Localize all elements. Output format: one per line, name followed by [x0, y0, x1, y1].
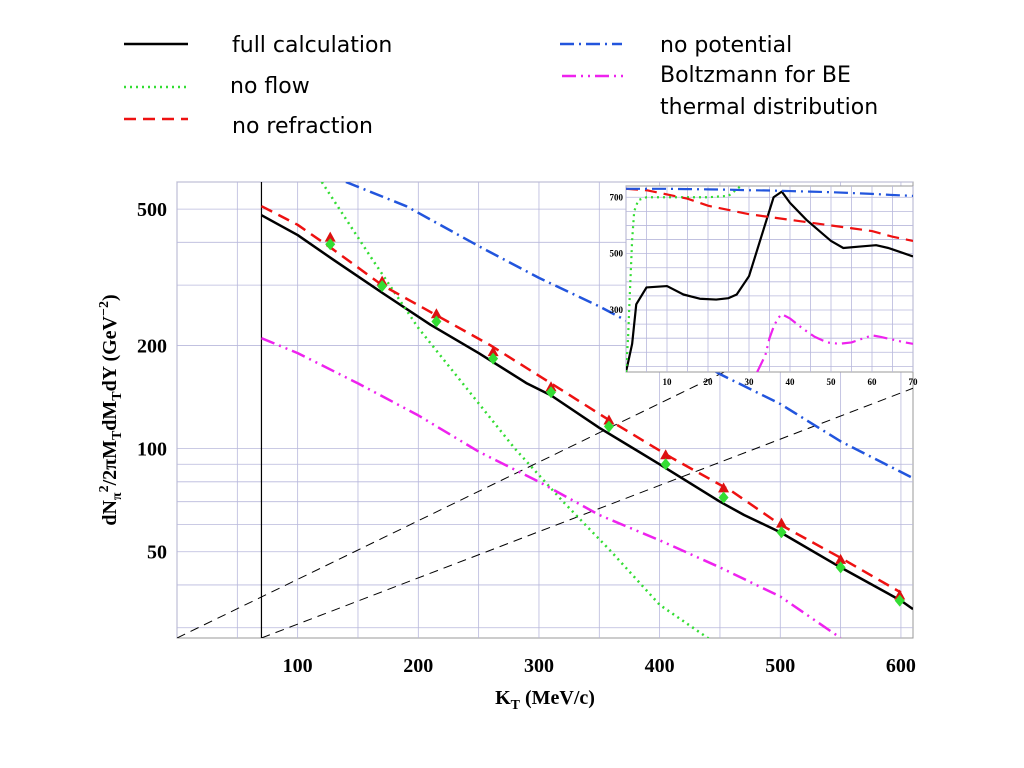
- main-series-no-flow: [320, 182, 711, 638]
- main-marker-diamond: [894, 594, 905, 607]
- main-x-tick-label: 400: [645, 655, 675, 677]
- x-axis-title: KT (MeV/c): [495, 687, 595, 713]
- main-marker-diamond: [325, 238, 336, 251]
- inset-series-no-flow: [626, 186, 742, 372]
- legend-entry-full-calculation: full calculation: [124, 33, 392, 58]
- main-marker-diamond: [488, 352, 499, 365]
- main-tick-labels: 100 200 300 400 500 600 50 100 200 500: [137, 199, 916, 677]
- legend-entry-no-refraction: no refraction: [124, 114, 373, 139]
- inset-series-no-refraction: [626, 187, 913, 243]
- main-marker-triangle: [324, 231, 336, 242]
- inset-series-boltzmann-for-be-thermal-distribution: [756, 313, 913, 372]
- main-x-tick-label: 600: [886, 655, 916, 677]
- main-x-tick-label: 100: [283, 655, 313, 677]
- legend-label-no-flow: no flow: [230, 74, 310, 99]
- main-x-tick-label: 200: [403, 655, 433, 677]
- legend-label-no-potential: no potential: [660, 33, 792, 58]
- main-marker-triangle: [430, 308, 442, 319]
- inset-y-tick-label: 700: [610, 192, 624, 202]
- inset-y-tick-label: 300: [610, 305, 624, 315]
- main-y-tick-label: 50: [147, 542, 167, 564]
- main-marker-triangle: [660, 449, 672, 460]
- legend: full calculation no flow no refraction n…: [124, 33, 878, 139]
- inset-x-tick-label: 60: [868, 377, 878, 387]
- legend-entry-no-flow: no flow: [124, 74, 310, 99]
- inset-y-tick-label: 500: [610, 249, 624, 259]
- inset-x-tick-label: 30: [745, 377, 755, 387]
- main-marker-diamond: [835, 561, 846, 574]
- inset-x-tick-label: 50: [827, 377, 837, 387]
- main-y-tick-label: 500: [137, 199, 167, 221]
- main-series-full-calculation: [260, 214, 913, 611]
- inset-x-tick-label: 10: [663, 377, 673, 387]
- main-marker-diamond: [776, 526, 787, 539]
- inset-chart: 10 20 30 40 50 60 70 300 500 700: [610, 185, 919, 387]
- main-marker-diamond: [377, 280, 388, 293]
- legend-label-boltzmann-line1: Boltzmann for BE: [660, 63, 851, 88]
- inset-x-tick-label: 40: [786, 377, 796, 387]
- main-marker-triangle: [487, 346, 499, 357]
- legend-label-no-refraction: no refraction: [232, 114, 373, 139]
- main-marker-triangle: [775, 517, 787, 528]
- main-marker-diamond: [546, 386, 557, 399]
- main-marker-triangle: [835, 553, 847, 564]
- main-marker-diamond: [431, 315, 442, 328]
- main-marker-diamond: [660, 458, 671, 471]
- main-series-boltzmann-for-be-thermal-distribution: [260, 337, 842, 638]
- main-y-tick-label: 200: [137, 335, 167, 357]
- main-marker-diamond: [603, 420, 614, 433]
- legend-entry-boltzmann: Boltzmann for BE thermal distribution: [562, 63, 878, 120]
- main-marker-triangle: [718, 482, 730, 493]
- y-axis-title: dNπ2/2πMTdMTdY (GeV−2): [97, 294, 125, 525]
- main-marker-triangle: [603, 414, 615, 425]
- inset-tick-labels: 10 20 30 40 50 60 70 300 500 700: [610, 192, 919, 387]
- main-marker-triangle: [545, 381, 557, 392]
- main-y-tick-label: 100: [137, 439, 167, 461]
- inset-series-no-potential: [626, 187, 913, 197]
- main-marker-diamond: [718, 491, 729, 504]
- inset-plot: [626, 186, 913, 372]
- legend-label-full-calculation: full calculation: [232, 33, 392, 58]
- inset-grid: [625, 186, 914, 372]
- legend-label-boltzmann-line2: thermal distribution: [660, 95, 878, 120]
- inset-x-tick-label: 20: [704, 377, 714, 387]
- main-marker-triangle: [894, 589, 906, 600]
- inset-x-tick-label: 70: [909, 377, 919, 387]
- main-reference-line-2: [261, 387, 913, 638]
- main-x-tick-label: 300: [524, 655, 554, 677]
- main-x-tick-label: 500: [765, 655, 795, 677]
- legend-entry-no-potential: no potential: [560, 33, 792, 58]
